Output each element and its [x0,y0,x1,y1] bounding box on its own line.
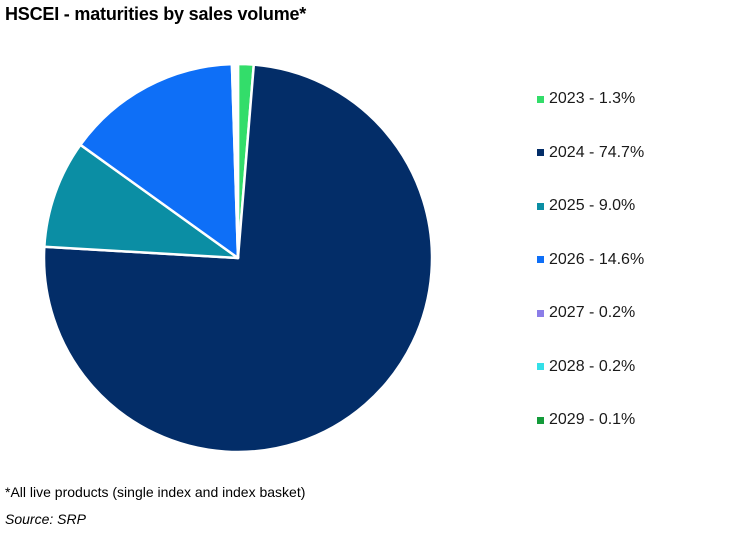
chart-title: HSCEI - maturities by sales volume* [5,4,307,24]
legend-swatch [537,95,544,103]
footnote: *All live products (single index and ind… [5,484,306,500]
legend-item-2026: 2026 - 14.6% [537,249,644,271]
legend-swatch [537,363,544,370]
legend-label: 2023 - 1.3% [549,90,636,107]
legend-item-2025: 2025 - 9.0% [537,195,635,217]
pie-slice-2026 [79,62,240,260]
legend-swatch [537,309,544,317]
legend-label: 2025 - 9.0% [549,197,636,214]
legend-label: 2027 - 0.2% [549,304,636,321]
legend-item-2027: 2027 - 0.2% [537,302,635,324]
legend-swatch [537,202,544,210]
source-note: Source: SRP [5,511,86,527]
legend-item-2029: 2029 - 0.1% [537,409,635,431]
legend-item-2028: 2028 - 0.2% [537,356,635,378]
legend-swatch [537,416,544,424]
legend-swatch [537,256,544,263]
legend-label: 2029 - 0.1% [549,411,636,428]
legend-swatch [537,149,544,156]
pie-slice-2025 [43,143,240,260]
pie-slice-2029 [235,62,240,260]
legend-label: 2026 - 14.6% [549,250,645,268]
legend-label: 2028 - 0.2% [549,357,636,375]
legend-item-2023: 2023 - 1.3% [537,88,635,110]
legend-item-2024: 2024 - 74.7% [537,142,644,164]
legend-label: 2024 - 74.7% [549,143,645,161]
